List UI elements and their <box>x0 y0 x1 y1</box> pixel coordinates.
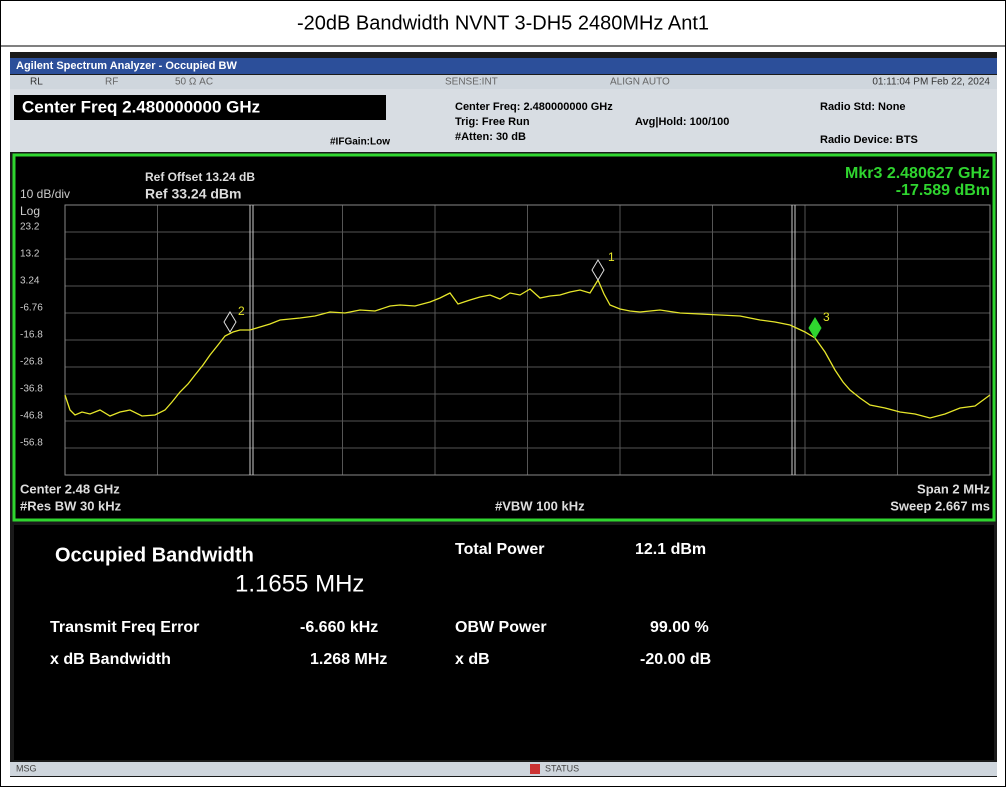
marker-label: 1 <box>608 250 615 264</box>
xdb-bw: 1.268 MHz <box>310 651 387 668</box>
y-labels: 23.2 13.2 3.24 -6.76 -16.8 -26.8 -36.8 -46.8 -56… <box>20 222 43 449</box>
total-power: 12.1 dBm <box>635 541 706 558</box>
align: ALIGN AUTO <box>610 77 670 88</box>
freq-error: -6.660 kHz <box>300 619 378 636</box>
rl: RL <box>30 77 43 88</box>
marker-label: 2 <box>238 304 245 318</box>
xdb-bw-label: x dB Bandwidth <box>50 651 171 668</box>
y-label: -46.8 <box>20 411 43 422</box>
marker-diamond <box>808 317 822 339</box>
plot-border <box>64 204 991 476</box>
message-bar <box>10 762 997 776</box>
status-icon <box>530 764 540 774</box>
vbw: #VBW 100 kHz <box>495 498 585 513</box>
total-power-label: Total Power <box>455 541 545 558</box>
xdb: -20.00 dB <box>640 651 711 668</box>
marker-level: -17.589 dBm <box>896 182 990 199</box>
trig: Trig: Free Run <box>455 116 530 128</box>
marker-freq: Mkr3 2.480627 GHz <box>845 165 990 182</box>
radio-std: Radio Std: None <box>820 101 906 113</box>
span: Span 2 MHz <box>917 481 990 496</box>
y-label: -6.76 <box>20 303 43 314</box>
y-label: 13.2 <box>20 249 40 260</box>
rf: RF <box>105 77 118 88</box>
radio-device: Radio Device: BTS <box>820 134 918 146</box>
status: STATUS <box>545 763 579 773</box>
graph-panel <box>12 153 996 522</box>
window-title: Agilent Spectrum Analyzer - Occupied BW <box>16 60 237 72</box>
obw-power: 99.00 % <box>650 619 709 636</box>
atten: #Atten: 30 dB <box>455 131 526 143</box>
freq-error-label: Transmit Freq Error <box>50 619 199 636</box>
y-label: -26.8 <box>20 357 43 368</box>
center-freq-info: Center Freq: 2.480000000 GHz <box>455 101 613 113</box>
y-label: -56.8 <box>20 438 43 449</box>
y-label: -36.8 <box>20 384 43 395</box>
grid <box>65 205 990 475</box>
marker-label: 3 <box>823 310 830 324</box>
xdb-label: x dB <box>455 651 490 668</box>
results-panel <box>14 525 994 760</box>
sweep: Sweep 2.667 ms <box>890 498 990 513</box>
sense: SENSE:INT <box>445 77 498 88</box>
obw-value: 1.1655 MHz <box>235 570 364 597</box>
log: Log <box>20 204 40 218</box>
y-label: -16.8 <box>20 330 43 341</box>
msg: MSG <box>16 763 37 773</box>
page-title: -20dB Bandwidth NVNT 3-DH5 2480MHz Ant1 <box>297 12 709 34</box>
trace <box>64 278 991 419</box>
center-freq-box <box>14 95 386 120</box>
center-freq: Center Freq 2.480000000 GHz <box>22 97 260 116</box>
status-row <box>10 75 997 89</box>
center: Center 2.48 GHz <box>20 481 120 496</box>
marker-diamond <box>223 311 237 333</box>
y-label: 23.2 <box>20 222 40 233</box>
avg-hold: Avg|Hold: 100/100 <box>635 116 729 128</box>
scale: 10 dB/div <box>20 187 70 201</box>
ref-offset: Ref Offset 13.24 dB <box>145 170 255 184</box>
if-gain: #IFGain:Low <box>330 137 390 148</box>
obw-power-label: OBW Power <box>455 619 547 636</box>
datetime: 01:11:04 PM Feb 22, 2024 <box>872 77 990 88</box>
marker-diamond <box>591 259 605 281</box>
input: 50 Ω AC <box>175 77 213 88</box>
res-bw: #Res BW 30 kHz <box>20 498 122 513</box>
ref-level: Ref 33.24 dBm <box>145 186 241 202</box>
y-label: 3.24 <box>20 276 40 287</box>
obw-label: Occupied Bandwidth <box>55 544 254 566</box>
window-title-bar <box>10 58 997 74</box>
